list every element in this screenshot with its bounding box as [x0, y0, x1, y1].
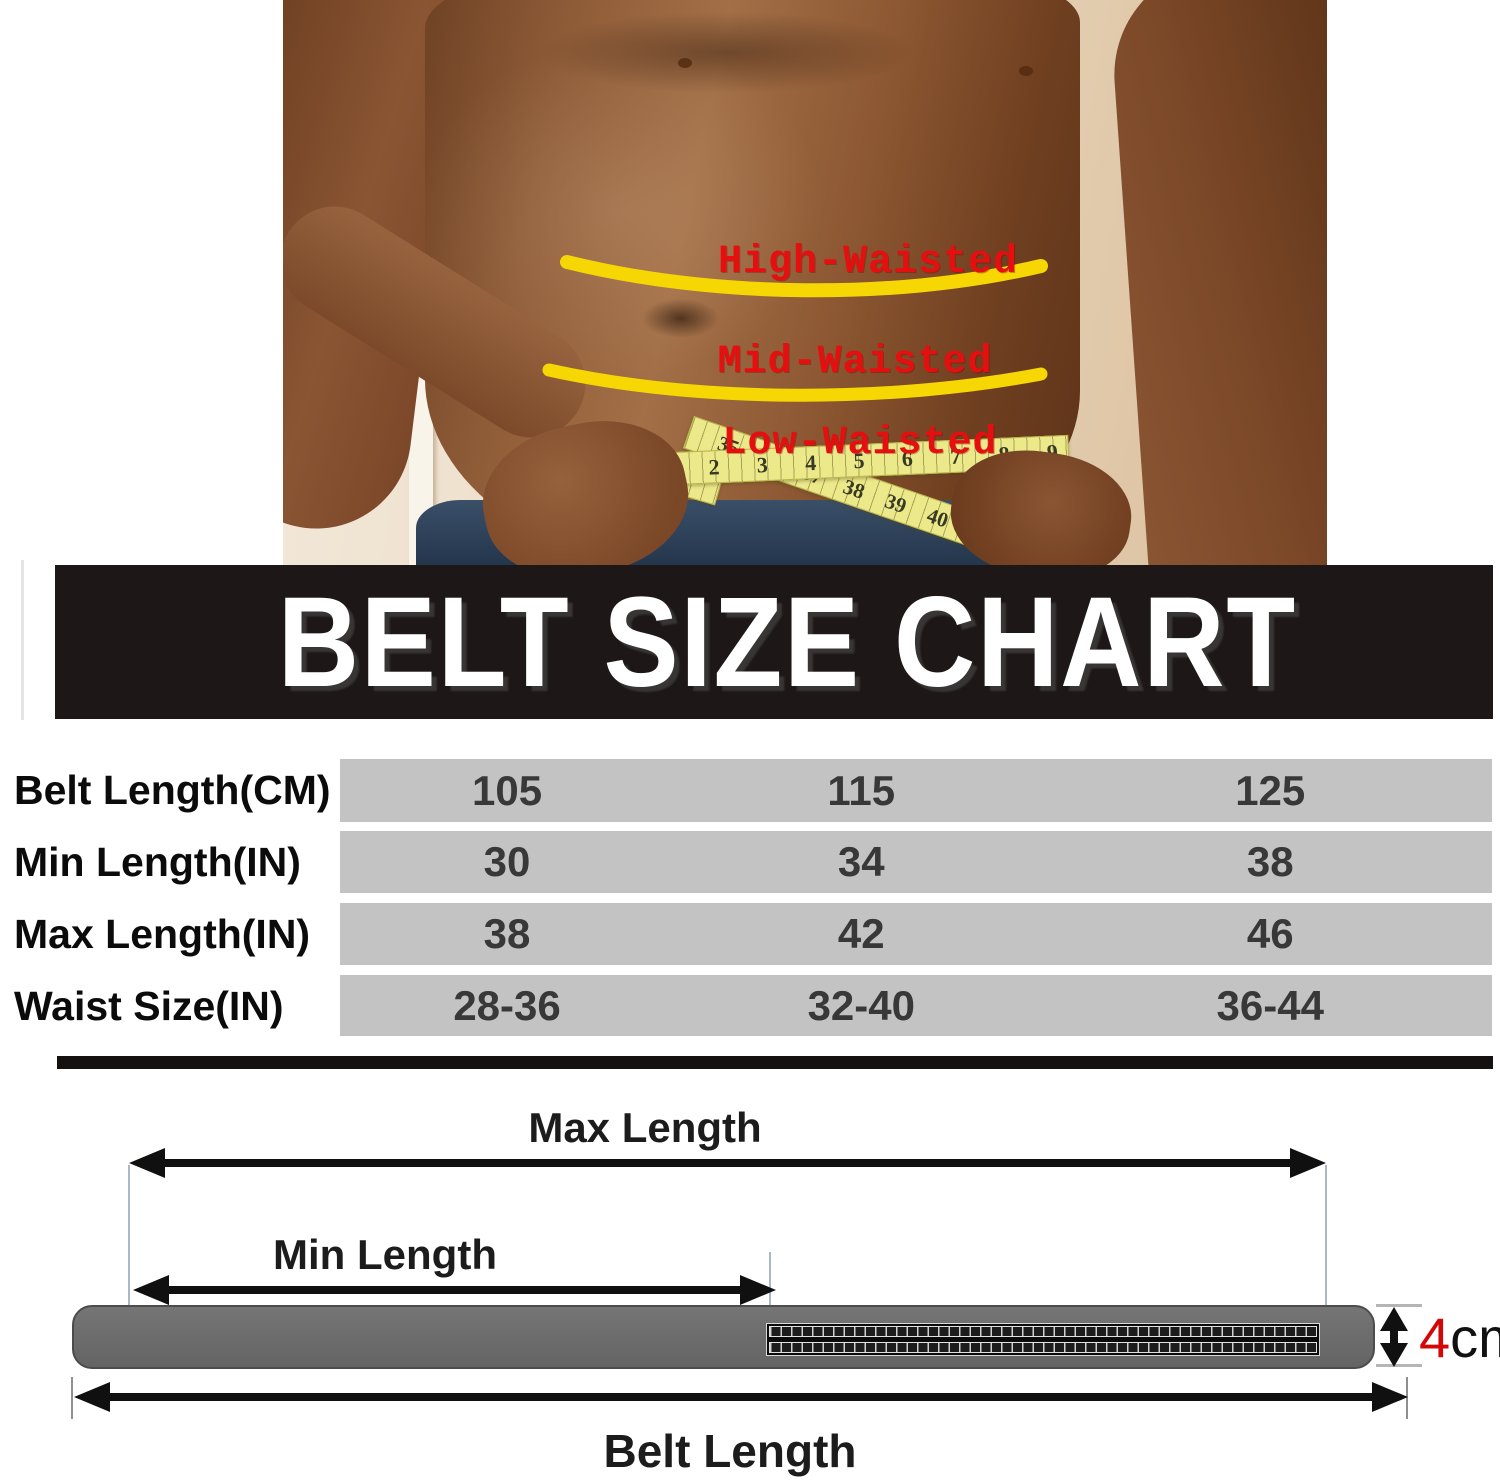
row-label-max-length-in: Max Length(IN) [14, 910, 311, 957]
mid-waist-line [542, 363, 1048, 402]
guide-line [128, 1165, 130, 1305]
banner-edge-line [21, 560, 24, 720]
table-cell: 42 [837, 910, 885, 957]
min-length-label: Min Length [273, 1231, 497, 1278]
row-label-min-length-in: Min Length(IN) [14, 838, 301, 885]
table-cell: 28-36 [453, 981, 561, 1029]
belt-height-value: 4 [1419, 1306, 1451, 1369]
high-waisted-label: High-Waisted [717, 240, 1019, 285]
page-title: BELT SIZE CHART [277, 570, 1297, 714]
max-length-label: Max Length [528, 1104, 762, 1151]
waist-level-lines [542, 255, 1048, 402]
belt-length-label: Belt Length [603, 1425, 857, 1477]
table-cell: 115 [827, 766, 896, 814]
high-waist-line [560, 255, 1048, 298]
table-cell: 34 [837, 838, 885, 885]
mid-waisted-label: Mid-Waisted [717, 340, 993, 385]
belt-height-arrow [1379, 1307, 1409, 1367]
row-label-waist-size-in: Waist Size(IN) [14, 982, 284, 1029]
low-waisted-label: Low-Waisted [722, 421, 998, 466]
table-cell: 125 [1235, 766, 1306, 814]
belt-ratchet-track [766, 1323, 1320, 1356]
table-cell: 30 [483, 838, 531, 885]
torso-detail [678, 58, 692, 68]
height-tick-top [1376, 1304, 1422, 1307]
max-length-arrow [129, 1147, 1326, 1179]
table-cell: 32-40 [807, 981, 915, 1029]
table-row: 28-36 32-40 36-44 [340, 975, 1492, 1036]
belt-height-label: 4cm [1419, 1305, 1500, 1370]
table-cell: 46 [1246, 910, 1294, 957]
table-cell: 38 [483, 910, 531, 957]
ratchet-row [769, 1326, 1317, 1337]
table-row: 38 42 46 [340, 903, 1492, 965]
table-row: 30 34 38 [340, 831, 1492, 893]
waist-measurement-photo: 32 33 35 36 37 38 39 40 41 1 2 3 4 5 6 7… [283, 0, 1327, 565]
table-cell: 36-44 [1216, 981, 1324, 1029]
min-length-arrow [133, 1274, 776, 1306]
section-divider [57, 1056, 1493, 1069]
table-row: 105 115 125 [340, 759, 1492, 822]
title-banner: BELT SIZE CHART [55, 565, 1493, 719]
guide-line [1325, 1165, 1327, 1305]
belt-length-arrow [74, 1381, 1408, 1413]
belt-height-unit: cm [1450, 1306, 1500, 1369]
table-cell: 38 [1246, 838, 1294, 885]
row-label-belt-length-cm: Belt Length(CM) [14, 766, 331, 813]
torso-detail [1019, 66, 1033, 76]
table-cell: 105 [472, 766, 543, 814]
ratchet-row [769, 1342, 1317, 1353]
guide-line [71, 1377, 73, 1419]
